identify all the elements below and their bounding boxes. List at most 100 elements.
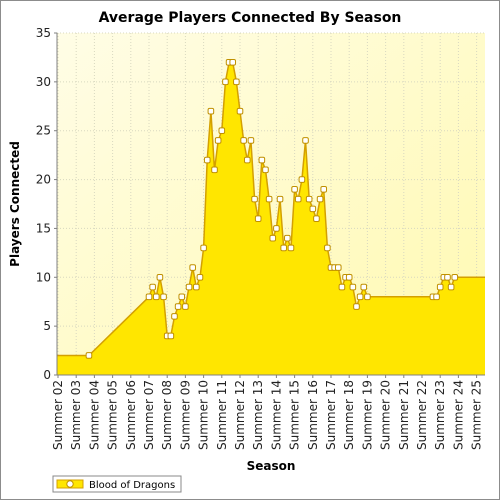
x-tick-label: Summer 23 [433, 380, 447, 450]
x-tick-label: Summer 13 [251, 380, 265, 450]
data-point [222, 78, 229, 86]
x-tick-label: Summer 10 [197, 380, 211, 450]
data-point [233, 78, 240, 86]
data-point [305, 195, 313, 203]
x-tick-label: Summer 19 [360, 380, 374, 450]
x-tick-label: Summer 02 [51, 380, 65, 450]
data-point [152, 293, 160, 301]
data-point [284, 234, 291, 242]
data-point [291, 186, 298, 193]
y-tick-label: 35 [36, 26, 51, 40]
y-tick-label: 30 [36, 75, 51, 89]
data-point [254, 215, 262, 222]
data-point [302, 137, 309, 144]
x-tick-label: Summer 21 [397, 380, 411, 450]
data-point [447, 283, 455, 291]
data-point [251, 195, 258, 203]
x-tick-label: Summer 15 [288, 380, 302, 450]
x-tick-label: Summer 07 [142, 380, 156, 450]
data-point [149, 283, 156, 291]
data-point [287, 244, 295, 252]
x-tick-label: Summer 17 [324, 380, 338, 450]
data-point [451, 273, 459, 281]
x-tick-label: Summer 05 [106, 380, 120, 450]
data-point [218, 127, 226, 135]
x-axis-label: Season [247, 459, 296, 473]
data-point [200, 244, 207, 252]
data-point [185, 283, 193, 291]
data-point [273, 225, 280, 232]
x-tick-label: Summer 11 [215, 380, 229, 450]
x-tick-label: Summer 06 [124, 380, 138, 450]
data-point [160, 293, 167, 301]
data-point [193, 283, 200, 291]
data-point [167, 332, 175, 340]
data-point [247, 137, 255, 144]
legend-label: Blood of Dragons [89, 480, 175, 491]
data-point [345, 273, 353, 281]
x-tick-label: Summer 16 [306, 380, 320, 450]
y-tick-label: 20 [36, 173, 51, 187]
data-point [196, 273, 204, 281]
axes [56, 33, 485, 376]
data-point [360, 283, 368, 291]
data-point [433, 293, 440, 301]
y-tick-label: 10 [36, 270, 51, 284]
data-point [294, 195, 302, 203]
data-point [145, 293, 153, 301]
data-point [236, 107, 244, 115]
data-point [334, 264, 342, 271]
data-point [309, 205, 317, 213]
x-tick-label: Summer 24 [451, 380, 465, 450]
x-tick-label: Summer 22 [415, 380, 429, 450]
y-tick-labels: 0 5 10 15 20 25 30 35 [36, 26, 57, 382]
data-point [320, 186, 328, 193]
data-point [338, 283, 346, 291]
legend-marker [66, 480, 74, 488]
series-points [85, 59, 459, 359]
y-tick-label: 25 [36, 124, 51, 138]
data-point [207, 107, 215, 115]
data-point [276, 195, 284, 203]
x-tick-label: Summer 12 [233, 380, 247, 450]
y-tick-label: 0 [43, 368, 51, 382]
data-point [265, 195, 273, 203]
x-tick-labels: Summer 02 Summer 03 Summer 04 Summer 05 Summ… [51, 375, 484, 450]
data-point [298, 176, 306, 183]
data-point [356, 293, 364, 301]
data-point [214, 137, 222, 144]
data-point [211, 166, 218, 174]
data-point [156, 273, 164, 281]
x-tick-label: Summer 18 [342, 380, 356, 450]
x-tick-label: Summer 03 [69, 380, 83, 450]
data-point [171, 313, 178, 320]
x-tick-label: Summer 09 [178, 380, 192, 450]
data-point [240, 137, 247, 144]
data-point [229, 59, 237, 66]
data-point [313, 215, 320, 222]
data-point [182, 303, 189, 310]
data-point [258, 156, 266, 164]
data-point [280, 244, 287, 252]
data-point [444, 273, 451, 281]
data-point [85, 352, 93, 359]
x-tick-label: Summer 20 [379, 380, 393, 450]
legend-box [52, 475, 182, 493]
x-tick-label: Summer 08 [160, 380, 174, 450]
data-point [174, 303, 182, 310]
data-point [269, 234, 277, 242]
y-tick-label: 5 [43, 319, 51, 333]
x-tick-label: Summer 25 [470, 380, 484, 450]
chart-title: Average Players Connected By Season [99, 10, 402, 26]
data-point [243, 156, 251, 164]
x-tick-label: Summer 04 [87, 380, 101, 450]
data-point [436, 283, 444, 291]
x-tick-label: Summer 14 [269, 380, 283, 450]
data-point [353, 303, 360, 310]
data-point [203, 156, 211, 164]
data-point [262, 166, 269, 174]
data-point [189, 264, 196, 271]
data-point [349, 283, 357, 291]
data-point [178, 293, 186, 301]
